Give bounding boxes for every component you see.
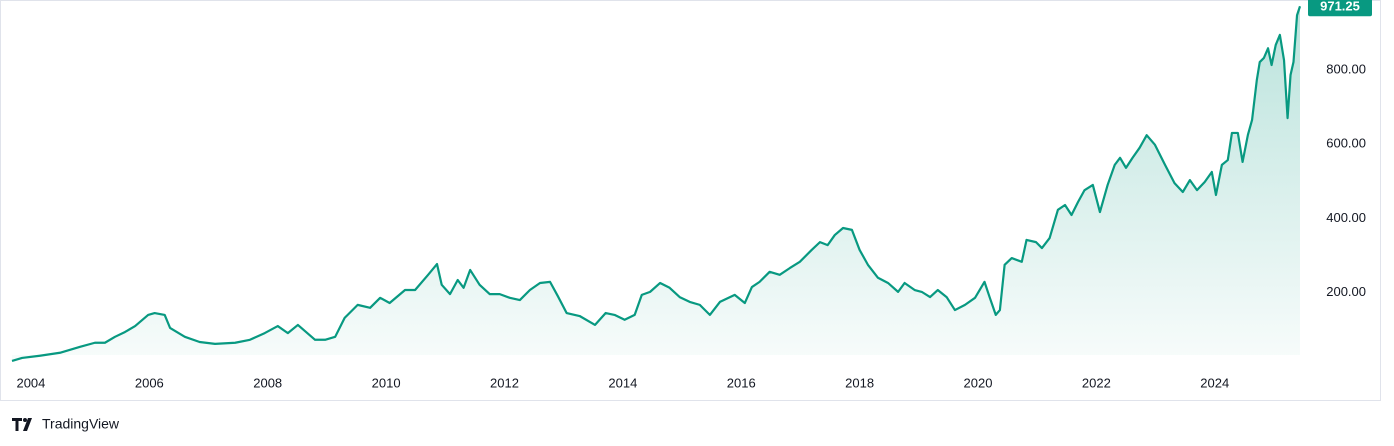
x-tick-label: 2010 bbox=[372, 375, 401, 390]
x-tick-label: 2022 bbox=[1082, 375, 1111, 390]
y-tick-label: 400.00 bbox=[1326, 210, 1366, 225]
price-line bbox=[11, 5, 1302, 362]
x-tick-label: 2020 bbox=[964, 375, 993, 390]
y-tick-label: 600.00 bbox=[1326, 136, 1366, 151]
brand-name: TradingView bbox=[42, 416, 120, 432]
area-fill bbox=[12, 6, 1300, 361]
brand-logo bbox=[12, 418, 32, 431]
y-tick-label: 200.00 bbox=[1326, 284, 1366, 299]
x-tick-label: 2012 bbox=[490, 375, 519, 390]
x-tick-label: 2014 bbox=[608, 375, 637, 390]
x-tick-label: 2006 bbox=[135, 375, 164, 390]
chart-frame bbox=[0, 0, 1381, 401]
x-tick-label: 2016 bbox=[727, 375, 756, 390]
y-tick-label: 800.00 bbox=[1326, 61, 1366, 76]
x-tick-label: 2008 bbox=[253, 375, 282, 390]
last-value-badge bbox=[1308, 0, 1372, 17]
x-tick-label: 2018 bbox=[845, 375, 874, 390]
last-value-label: 971.25 bbox=[1320, 0, 1360, 14]
x-tick-label: 2004 bbox=[16, 375, 45, 390]
x-tick-label: 2024 bbox=[1200, 375, 1229, 390]
